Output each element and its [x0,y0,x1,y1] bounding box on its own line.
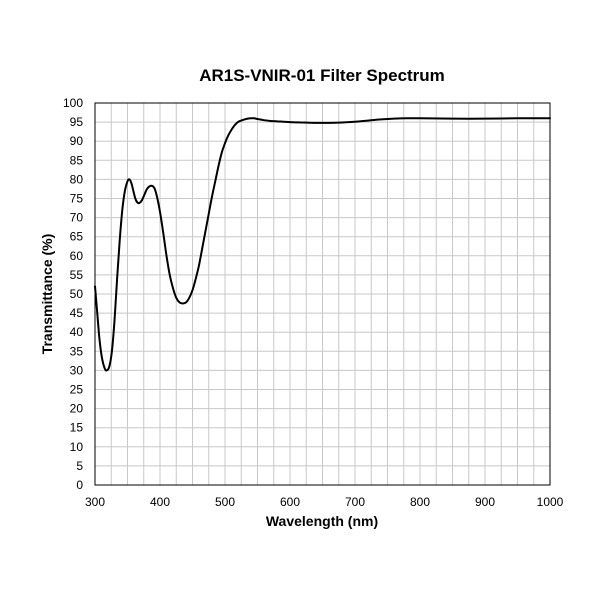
y-tick-label: 5 [76,459,83,473]
x-tick-label: 500 [215,495,235,509]
y-tick-label: 25 [70,383,84,397]
x-tick-label: 1000 [537,495,564,509]
x-tick-label: 600 [280,495,300,509]
y-tick-label: 75 [70,192,84,206]
y-tick-label: 55 [70,268,84,282]
y-axis-tick-labels: 0 5 10 15 20 25 30 35 40 45 50 55 60 65 70 75 80 85 90 95 10… [63,96,83,492]
x-tick-label: 800 [410,495,430,509]
y-tick-label: 90 [70,134,84,148]
x-axis-title: Wavelength (nm) [266,513,378,529]
x-axis-tick-labels: 300 400 500 600 700 800 900 1000 [85,495,564,509]
transmittance-series-line [94,117,551,372]
y-tick-label: 85 [70,153,84,167]
y-tick-label: 65 [70,230,84,244]
y-tick-label: 20 [70,402,84,416]
y-tick-label: 40 [70,325,84,339]
y-tick-label: 0 [76,478,83,492]
y-tick-label: 35 [70,344,84,358]
y-tick-label: 15 [70,421,84,435]
y-tick-label: 100 [63,96,83,110]
x-tick-label: 400 [150,495,170,509]
x-tick-label: 900 [475,495,495,509]
y-tick-label: 70 [70,211,84,225]
y-tick-label: 80 [70,172,84,186]
x-tick-label: 700 [345,495,365,509]
y-tick-label: 95 [70,115,84,129]
y-tick-label: 50 [70,287,84,301]
y-tick-label: 60 [70,249,84,263]
chart-title: AR1S-VNIR-01 Filter Spectrum [199,66,445,85]
y-tick-label: 10 [70,440,84,454]
y-tick-label: 30 [70,363,84,377]
x-tick-label: 300 [85,495,105,509]
grid-lines [94,102,551,486]
y-tick-label: 45 [70,306,84,320]
y-axis-title: Transmittance (%) [39,234,55,355]
